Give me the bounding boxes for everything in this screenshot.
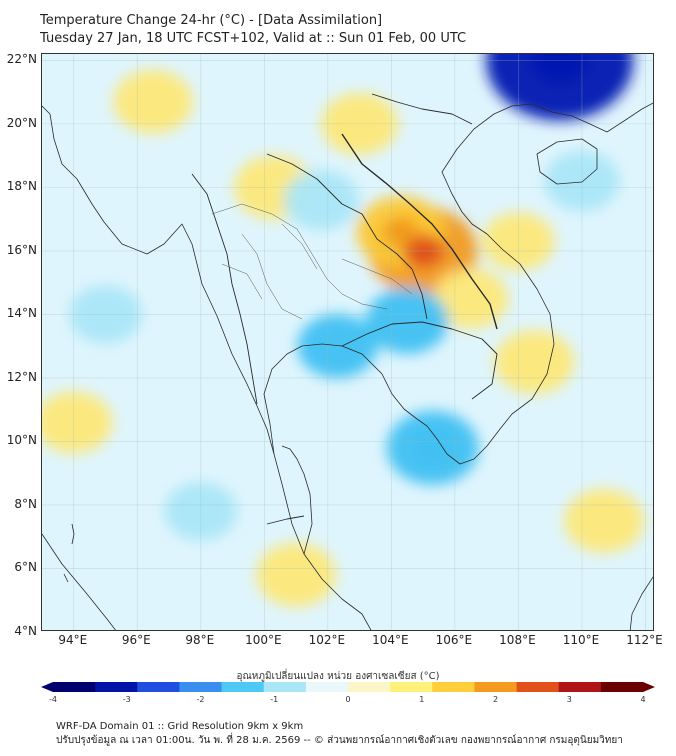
- colorbar-segment: [95, 682, 138, 692]
- warm-area-9: [564, 488, 645, 553]
- lon-tick-label: 96°E: [121, 633, 151, 647]
- temperature-change-map: [42, 54, 653, 630]
- coastline-mainland: [42, 105, 372, 630]
- border-thai-provinces: [211, 203, 413, 320]
- colorbar-segment: [348, 682, 391, 692]
- lon-tick-label: 98°E: [185, 633, 215, 647]
- colorbar-segment: [53, 682, 96, 692]
- border-laos-vietnam: [341, 133, 498, 330]
- cool-area-4: [283, 170, 360, 231]
- cool-area-3: [366, 287, 449, 354]
- coastline-borneo: [629, 576, 653, 630]
- border-thailand-myanmar: [191, 173, 258, 405]
- lat-tick-label: 8°N: [14, 496, 37, 511]
- coastline-south-china: [606, 102, 653, 133]
- cool-area-6: [544, 151, 620, 212]
- warm-area-4: [320, 92, 399, 155]
- lat-tick-label: 4°N: [14, 624, 37, 638]
- lat-tick-label: 10°N: [6, 433, 37, 448]
- lon-tick-label: 102°E: [308, 633, 346, 647]
- border-vietnam-china: [371, 93, 473, 125]
- colorbar-tick-label: 3: [566, 695, 572, 704]
- cool-area-0: [486, 54, 634, 121]
- cool-area-7: [164, 482, 238, 541]
- map-subtitle: Tuesday 27 Jan, 18 UTC FCST+102, Valid a…: [40, 31, 467, 46]
- colorbar-tick-label: -2: [196, 695, 205, 704]
- colorbar-tick-label: 2: [492, 695, 499, 704]
- colorbar-segment: [432, 682, 475, 692]
- lon-tick-label: 112°E: [626, 633, 663, 647]
- footer-model-info: WRF-DA Domain 01 :: Grid Resolution 9km …: [56, 721, 304, 732]
- colorbar-segment: [516, 682, 560, 692]
- colorbar-segment: [390, 682, 433, 692]
- coastline-gulf-of-thailand: [263, 103, 608, 465]
- extreme-core-0: [402, 234, 444, 268]
- lon-tick-label: 94°E: [58, 633, 88, 647]
- cool-area-2: [297, 314, 378, 379]
- lat-tick-label: 20°N: [6, 115, 37, 130]
- map-panel: [41, 53, 654, 631]
- lat-tick-label: 12°N: [6, 369, 37, 384]
- coastline-andaman-islands: [63, 523, 75, 583]
- temperature-field: [42, 54, 645, 607]
- colorbar-segment: [474, 682, 518, 692]
- colorbar-segment: [221, 682, 265, 692]
- lon-tick-label: 108°E: [499, 633, 536, 647]
- colorbar-segment: [179, 682, 223, 692]
- lon-tick-label: 104°E: [372, 633, 409, 647]
- lat-tick-label: 14°N: [6, 306, 37, 321]
- colorbar-tick-label: 1: [419, 695, 425, 704]
- coastline-peninsula-east: [281, 445, 313, 555]
- lon-tick-label: 106°E: [435, 633, 473, 647]
- colorbar-segment: [600, 682, 644, 692]
- colorbar-min-arrow: [41, 682, 53, 692]
- coastlines-and-borders: [42, 93, 653, 630]
- colorbar-tick-label: -4: [49, 695, 57, 704]
- lat-tick-label: 6°N: [14, 560, 37, 575]
- colorbar-max-arrow: [643, 682, 655, 692]
- coastline-sumatra: [42, 533, 116, 630]
- map-title: Temperature Change 24-hr (°C) - [Data As…: [40, 13, 383, 28]
- lat-tick-label: 16°N: [6, 242, 37, 257]
- warm-area-2: [113, 69, 194, 134]
- colorbar-label: อุณหภูมิเปลี่ยนแปลง หน่วย องศาเซลเซียส (…: [236, 671, 440, 682]
- warm-area-5: [494, 330, 575, 395]
- colorbar-tick-label: -3: [122, 695, 131, 704]
- colorbar-tick-label: -1: [270, 695, 279, 704]
- footer-credit: ปรับปรุงข้อมูล ณ เวลา 01:00น. วัน พ. ที่…: [56, 735, 623, 746]
- colorbar-tick-label: 4: [640, 695, 646, 704]
- colorbar-segment: [137, 682, 180, 692]
- extreme-core-2: [532, 54, 587, 82]
- warm-area-7: [256, 542, 337, 607]
- extreme-core-1: [383, 217, 419, 247]
- coastline-hainan: [536, 138, 598, 185]
- cool-area-5: [69, 285, 142, 344]
- lat-tick-label: 18°N: [6, 179, 37, 194]
- extreme-core-3: [414, 433, 451, 463]
- border-thailand-laos: [266, 153, 428, 320]
- lat-lon-gridlines: [42, 54, 653, 630]
- lon-tick-label: 110°E: [562, 633, 600, 647]
- lon-tick-label: 100°E: [245, 633, 282, 647]
- colorbar-segment: [305, 682, 349, 692]
- lat-tick-label: 22°N: [6, 52, 37, 67]
- border-malaysia: [266, 515, 305, 525]
- warm-area-10: [482, 212, 555, 271]
- colorbar: [41, 682, 655, 692]
- colorbar-segment: [558, 682, 602, 692]
- warm-area-8: [42, 391, 113, 454]
- colorbar-tick-label: 0: [345, 695, 351, 704]
- warm-area-6: [433, 268, 509, 329]
- colorbar-segment: [263, 682, 307, 692]
- border-cambodia: [341, 321, 498, 400]
